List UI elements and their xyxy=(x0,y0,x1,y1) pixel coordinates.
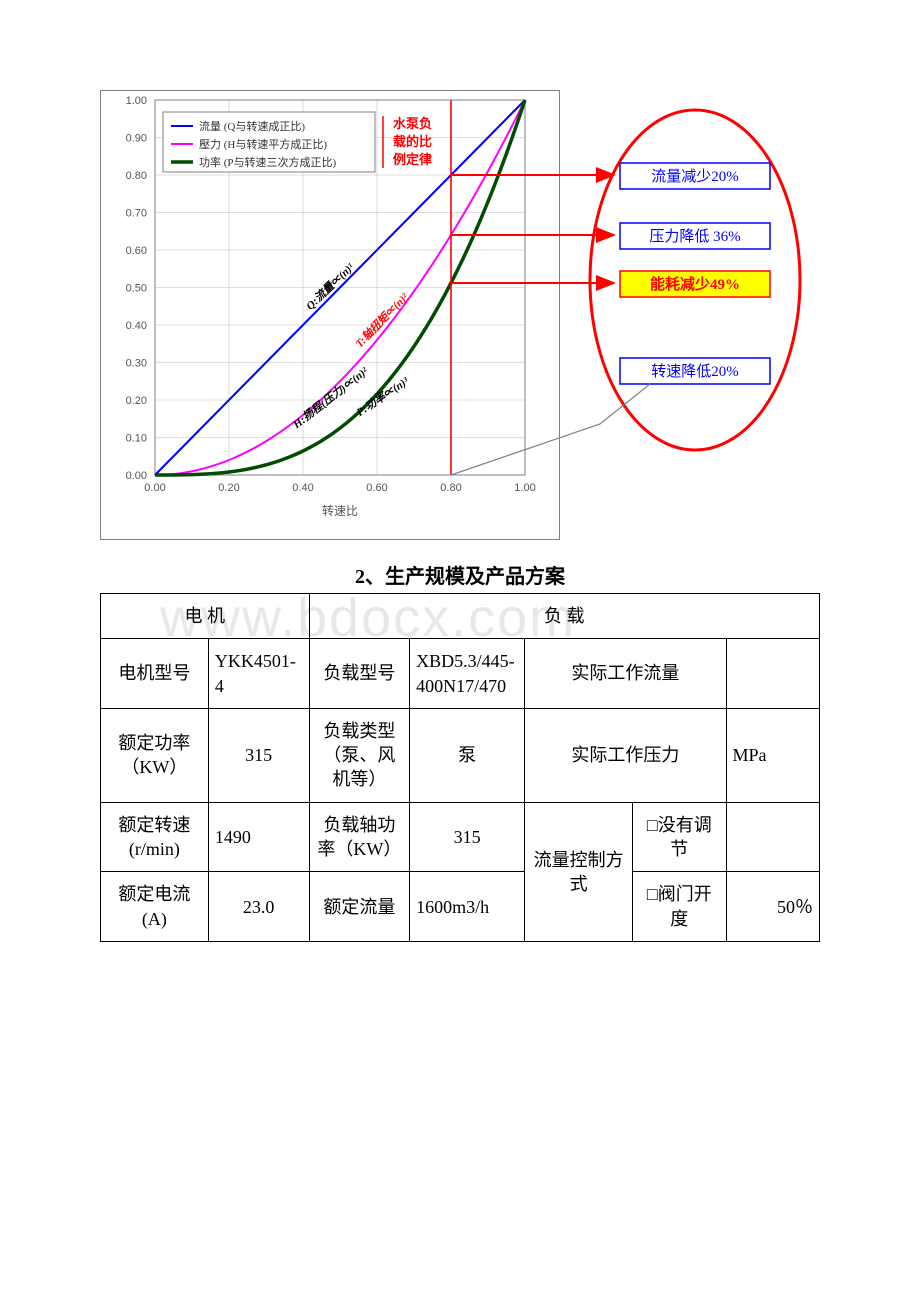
svg-text:0.20: 0.20 xyxy=(126,395,147,407)
table-cell: 负载型号 xyxy=(309,639,410,709)
table-cell: 315 xyxy=(208,708,309,802)
table-cell: 1490 xyxy=(208,802,309,872)
table-cell: XBD5.3/445-400N17/470 xyxy=(410,639,525,709)
table-cell: 额定功率（KW） xyxy=(101,708,209,802)
table-cell: 额定转速(r/min) xyxy=(101,802,209,872)
svg-text:0.80: 0.80 xyxy=(440,482,461,494)
svg-text:转速比: 转速比 xyxy=(322,503,358,518)
table-cell: 实际工作压力 xyxy=(525,708,726,802)
spec-table: 电 机负 载电机型号YKK4501-4负载型号XBD5.3/445-400N17… xyxy=(100,593,820,942)
svg-text:0.20: 0.20 xyxy=(218,482,239,494)
svg-text:0.40: 0.40 xyxy=(126,320,147,332)
svg-text:0.90: 0.90 xyxy=(126,133,147,145)
svg-text:0.30: 0.30 xyxy=(126,358,147,370)
table-cell: 负载轴功率（KW） xyxy=(309,802,410,872)
table-cell: □没有调节 xyxy=(633,802,726,872)
svg-text:0.50: 0.50 xyxy=(126,283,147,295)
table-cell: 50％ xyxy=(726,872,820,942)
svg-text:0.70: 0.70 xyxy=(126,208,147,220)
affinity-law-chart: 0.00 0.20 0.40 0.60 0.80 1.00 0.00 0.10 0.20 0.30… xyxy=(100,90,820,540)
table-cell: 额定流量 xyxy=(309,872,410,942)
svg-text:0.80: 0.80 xyxy=(126,170,147,182)
svg-text:1.00: 1.00 xyxy=(514,482,535,494)
table-cell: 负载类型（泵、风机等） xyxy=(309,708,410,802)
table-cell: 实际工作流量 xyxy=(525,639,726,709)
svg-text:壓力 (H与转速平方成正比): 壓力 (H与转速平方成正比) xyxy=(199,137,327,151)
table-cell xyxy=(726,802,820,872)
svg-text:0.10: 0.10 xyxy=(126,433,147,445)
table-cell: 电 机 xyxy=(101,594,310,639)
svg-text:0.00: 0.00 xyxy=(144,482,165,494)
svg-text:流量 (Q与转速成正比): 流量 (Q与转速成正比) xyxy=(199,119,305,133)
svg-text:能耗减少49%: 能耗减少49% xyxy=(650,275,740,293)
table-cell: 1600m3/h xyxy=(410,872,525,942)
table-cell: 23.0 xyxy=(208,872,309,942)
table-cell: 电机型号 xyxy=(101,639,209,709)
table-cell: 315 xyxy=(410,802,525,872)
svg-text:功率 (P与转速三次方成正比): 功率 (P与转速三次方成正比) xyxy=(199,155,337,169)
table-cell: 负 载 xyxy=(309,594,820,639)
table-cell: □阀门开度 xyxy=(633,872,726,942)
svg-text:例定律: 例定律 xyxy=(393,152,432,167)
svg-text:载的比: 载的比 xyxy=(393,134,432,149)
svg-text:水泵负: 水泵负 xyxy=(393,116,432,131)
svg-text:0.40: 0.40 xyxy=(292,482,313,494)
svg-text:流量减少20%: 流量减少20% xyxy=(651,168,739,185)
svg-text:0.60: 0.60 xyxy=(366,482,387,494)
table-cell: 泵 xyxy=(410,708,525,802)
table-cell: MPa xyxy=(726,708,820,802)
table-cell: YKK4501-4 xyxy=(208,639,309,709)
section-title: 2、生产规模及产品方案 xyxy=(100,560,820,589)
svg-text:1.00: 1.00 xyxy=(126,95,147,107)
table-cell: 流量控制方式 xyxy=(525,802,633,941)
svg-text:0.60: 0.60 xyxy=(126,245,147,257)
svg-text:压力降低 36%: 压力降低 36% xyxy=(649,228,740,245)
chart-svg: 0.00 0.20 0.40 0.60 0.80 1.00 0.00 0.10 0.20 0.30… xyxy=(100,90,820,540)
svg-text:0.00: 0.00 xyxy=(126,470,147,482)
svg-text:转速降低20%: 转速降低20% xyxy=(651,363,739,380)
table-cell: 额定电流(A) xyxy=(101,872,209,942)
table-cell xyxy=(726,639,820,709)
